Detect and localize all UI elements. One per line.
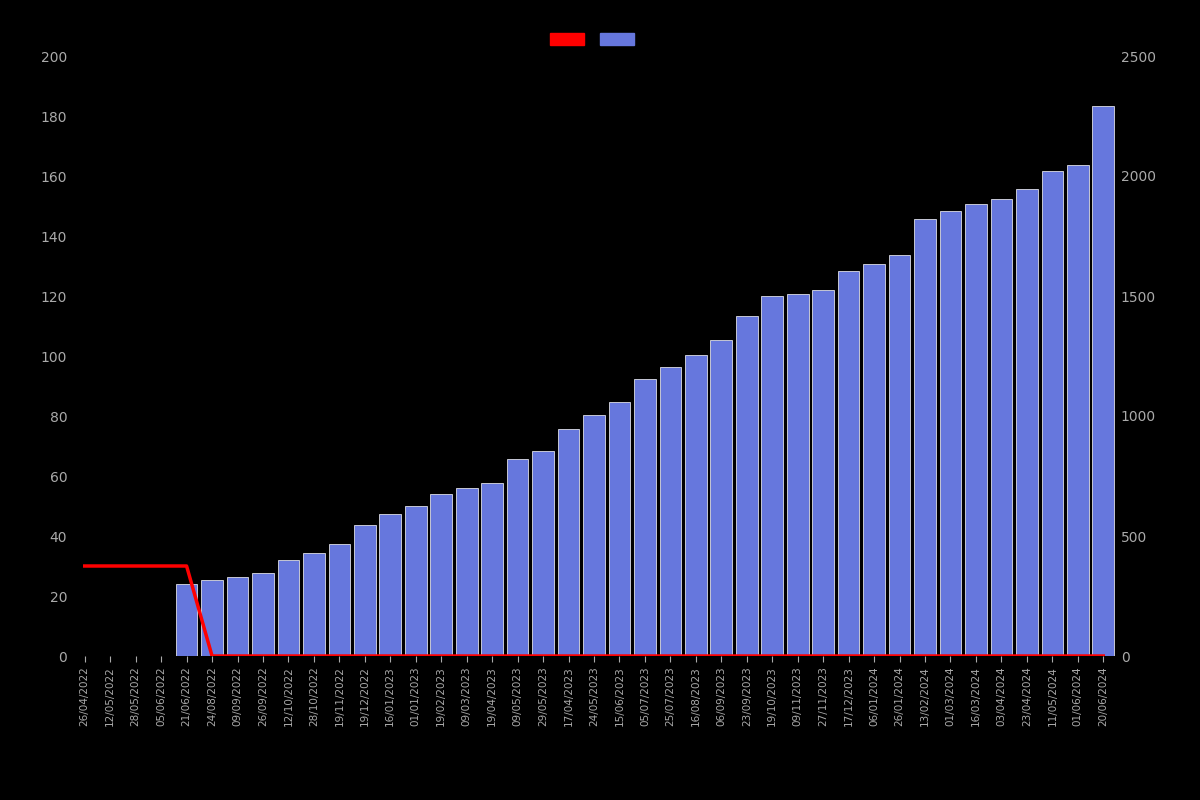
Bar <box>431 494 452 656</box>
Bar <box>252 573 274 656</box>
Bar <box>533 450 554 656</box>
Bar <box>379 514 401 656</box>
Bar <box>481 483 503 656</box>
Bar <box>863 263 884 656</box>
Bar <box>710 341 732 656</box>
Bar <box>838 270 859 656</box>
Bar <box>889 255 911 656</box>
Bar <box>227 577 248 656</box>
Bar <box>1042 171 1063 656</box>
Legend: , : , <box>550 33 638 47</box>
Bar <box>304 553 325 656</box>
Bar <box>175 584 198 656</box>
Bar <box>787 294 809 656</box>
Bar <box>202 581 223 656</box>
Bar <box>940 210 961 656</box>
Bar <box>812 290 834 656</box>
Bar <box>634 378 655 656</box>
Bar <box>583 414 605 656</box>
Bar <box>329 544 350 656</box>
Bar <box>1067 166 1088 656</box>
Bar <box>990 198 1013 656</box>
Bar <box>914 219 936 656</box>
Bar <box>456 488 478 656</box>
Bar <box>558 429 580 656</box>
Bar <box>354 525 376 656</box>
Bar <box>1092 106 1114 656</box>
Bar <box>685 354 707 656</box>
Bar <box>506 459 528 656</box>
Bar <box>965 203 986 656</box>
Bar <box>1016 190 1038 656</box>
Bar <box>608 402 630 656</box>
Bar <box>762 296 784 656</box>
Bar <box>277 560 299 656</box>
Bar <box>660 366 682 656</box>
Bar <box>736 316 757 656</box>
Bar <box>404 506 426 656</box>
